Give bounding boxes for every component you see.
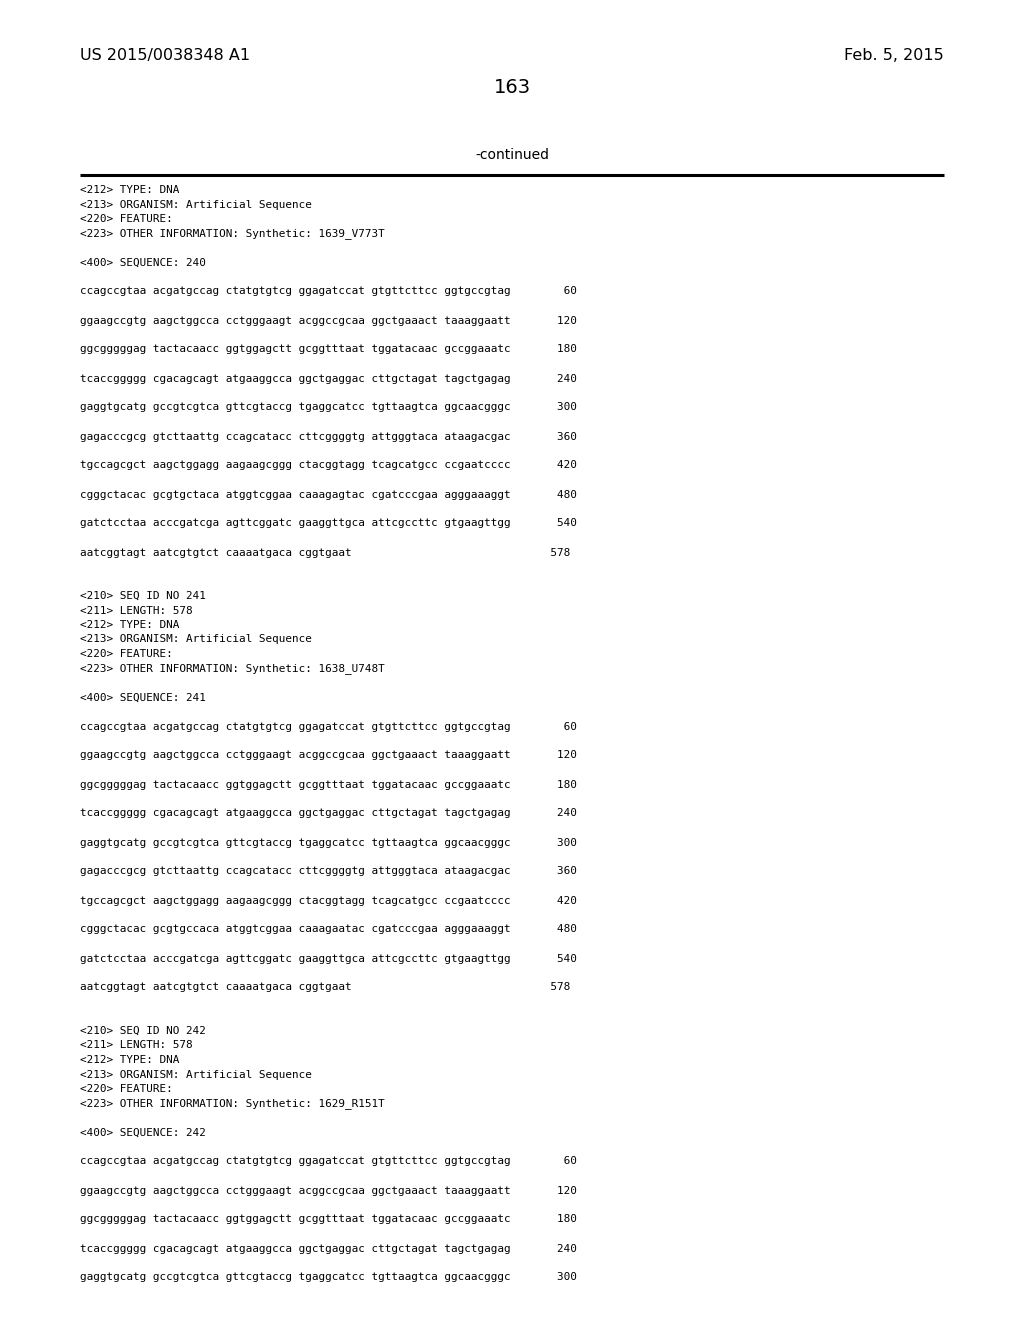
Text: <223> OTHER INFORMATION: Synthetic: 1629_R151T: <223> OTHER INFORMATION: Synthetic: 1629… <box>80 1098 385 1109</box>
Text: <212> TYPE: DNA: <212> TYPE: DNA <box>80 185 179 195</box>
Text: tcaccggggg cgacagcagt atgaaggcca ggctgaggac cttgctagat tagctgagag       240: tcaccggggg cgacagcagt atgaaggcca ggctgag… <box>80 374 577 384</box>
Text: gaggtgcatg gccgtcgtca gttcgtaccg tgaggcatcc tgttaagtca ggcaacgggc       300: gaggtgcatg gccgtcgtca gttcgtaccg tgaggca… <box>80 837 577 847</box>
Text: <223> OTHER INFORMATION: Synthetic: 1638_U748T: <223> OTHER INFORMATION: Synthetic: 1638… <box>80 664 385 675</box>
Text: <400> SEQUENCE: 241: <400> SEQUENCE: 241 <box>80 693 206 702</box>
Text: -continued: -continued <box>475 148 549 162</box>
Text: gaggtgcatg gccgtcgtca gttcgtaccg tgaggcatcc tgttaagtca ggcaacgggc       300: gaggtgcatg gccgtcgtca gttcgtaccg tgaggca… <box>80 1272 577 1283</box>
Text: ccagccgtaa acgatgccag ctatgtgtcg ggagatccat gtgttcttcc ggtgccgtag        60: ccagccgtaa acgatgccag ctatgtgtcg ggagatc… <box>80 722 577 731</box>
Text: <223> OTHER INFORMATION: Synthetic: 1639_V773T: <223> OTHER INFORMATION: Synthetic: 1639… <box>80 228 385 239</box>
Text: <220> FEATURE:: <220> FEATURE: <box>80 649 173 659</box>
Text: tgccagcgct aagctggagg aagaagcggg ctacggtagg tcagcatgcc ccgaatcccc       420: tgccagcgct aagctggagg aagaagcggg ctacggt… <box>80 895 577 906</box>
Text: <400> SEQUENCE: 240: <400> SEQUENCE: 240 <box>80 257 206 268</box>
Text: <212> TYPE: DNA: <212> TYPE: DNA <box>80 620 179 630</box>
Text: gatctcctaa acccgatcga agttcggatc gaaggttgca attcgccttc gtgaagttgg       540: gatctcctaa acccgatcga agttcggatc gaaggtt… <box>80 953 577 964</box>
Text: ccagccgtaa acgatgccag ctatgtgtcg ggagatccat gtgttcttcc ggtgccgtag        60: ccagccgtaa acgatgccag ctatgtgtcg ggagatc… <box>80 1156 577 1167</box>
Text: US 2015/0038348 A1: US 2015/0038348 A1 <box>80 48 250 63</box>
Text: ggaagccgtg aagctggcca cctgggaagt acggccgcaa ggctgaaact taaaggaatt       120: ggaagccgtg aagctggcca cctgggaagt acggccg… <box>80 315 577 326</box>
Text: <210> SEQ ID NO 242: <210> SEQ ID NO 242 <box>80 1026 206 1036</box>
Text: gagacccgcg gtcttaattg ccagcatacc cttcggggtg attgggtaca ataagacgac       360: gagacccgcg gtcttaattg ccagcatacc cttcggg… <box>80 866 577 876</box>
Text: <400> SEQUENCE: 242: <400> SEQUENCE: 242 <box>80 1127 206 1138</box>
Text: ggcgggggag tactacaacc ggtggagctt gcggtttaat tggatacaac gccggaaatc       180: ggcgggggag tactacaacc ggtggagctt gcggttt… <box>80 780 577 789</box>
Text: aatcggtagt aatcgtgtct caaaatgaca cggtgaat                              578: aatcggtagt aatcgtgtct caaaatgaca cggtgaa… <box>80 548 570 557</box>
Text: ggaagccgtg aagctggcca cctgggaagt acggccgcaa ggctgaaact taaaggaatt       120: ggaagccgtg aagctggcca cctgggaagt acggccg… <box>80 1185 577 1196</box>
Text: tgccagcgct aagctggagg aagaagcggg ctacggtagg tcagcatgcc ccgaatcccc       420: tgccagcgct aagctggagg aagaagcggg ctacggt… <box>80 461 577 470</box>
Text: <210> SEQ ID NO 241: <210> SEQ ID NO 241 <box>80 591 206 601</box>
Text: Feb. 5, 2015: Feb. 5, 2015 <box>844 48 944 63</box>
Text: tcaccggggg cgacagcagt atgaaggcca ggctgaggac cttgctagat tagctgagag       240: tcaccggggg cgacagcagt atgaaggcca ggctgag… <box>80 808 577 818</box>
Text: 163: 163 <box>494 78 530 96</box>
Text: gaggtgcatg gccgtcgtca gttcgtaccg tgaggcatcc tgttaagtca ggcaacgggc       300: gaggtgcatg gccgtcgtca gttcgtaccg tgaggca… <box>80 403 577 412</box>
Text: <220> FEATURE:: <220> FEATURE: <box>80 214 173 224</box>
Text: <213> ORGANISM: Artificial Sequence: <213> ORGANISM: Artificial Sequence <box>80 1069 312 1080</box>
Text: ggcgggggag tactacaacc ggtggagctt gcggtttaat tggatacaac gccggaaatc       180: ggcgggggag tactacaacc ggtggagctt gcggttt… <box>80 1214 577 1225</box>
Text: cgggctacac gcgtgctaca atggtcggaa caaagagtac cgatcccgaa agggaaaggt       480: cgggctacac gcgtgctaca atggtcggaa caaagag… <box>80 490 577 499</box>
Text: gatctcctaa acccgatcga agttcggatc gaaggttgca attcgccttc gtgaagttgg       540: gatctcctaa acccgatcga agttcggatc gaaggtt… <box>80 519 577 528</box>
Text: <211> LENGTH: 578: <211> LENGTH: 578 <box>80 606 193 615</box>
Text: ccagccgtaa acgatgccag ctatgtgtcg ggagatccat gtgttcttcc ggtgccgtag        60: ccagccgtaa acgatgccag ctatgtgtcg ggagatc… <box>80 286 577 297</box>
Text: <213> ORGANISM: Artificial Sequence: <213> ORGANISM: Artificial Sequence <box>80 199 312 210</box>
Text: cgggctacac gcgtgccaca atggtcggaa caaagaatac cgatcccgaa agggaaaggt       480: cgggctacac gcgtgccaca atggtcggaa caaagaa… <box>80 924 577 935</box>
Text: tcaccggggg cgacagcagt atgaaggcca ggctgaggac cttgctagat tagctgagag       240: tcaccggggg cgacagcagt atgaaggcca ggctgag… <box>80 1243 577 1254</box>
Text: ggaagccgtg aagctggcca cctgggaagt acggccgcaa ggctgaaact taaaggaatt       120: ggaagccgtg aagctggcca cctgggaagt acggccg… <box>80 751 577 760</box>
Text: <213> ORGANISM: Artificial Sequence: <213> ORGANISM: Artificial Sequence <box>80 635 312 644</box>
Text: aatcggtagt aatcgtgtct caaaatgaca cggtgaat                              578: aatcggtagt aatcgtgtct caaaatgaca cggtgaa… <box>80 982 570 993</box>
Text: gagacccgcg gtcttaattg ccagcatacc cttcggggtg attgggtaca ataagacgac       360: gagacccgcg gtcttaattg ccagcatacc cttcggg… <box>80 432 577 441</box>
Text: <220> FEATURE:: <220> FEATURE: <box>80 1084 173 1094</box>
Text: <212> TYPE: DNA: <212> TYPE: DNA <box>80 1055 179 1065</box>
Text: ggcgggggag tactacaacc ggtggagctt gcggtttaat tggatacaac gccggaaatc       180: ggcgggggag tactacaacc ggtggagctt gcggttt… <box>80 345 577 355</box>
Text: <211> LENGTH: 578: <211> LENGTH: 578 <box>80 1040 193 1051</box>
